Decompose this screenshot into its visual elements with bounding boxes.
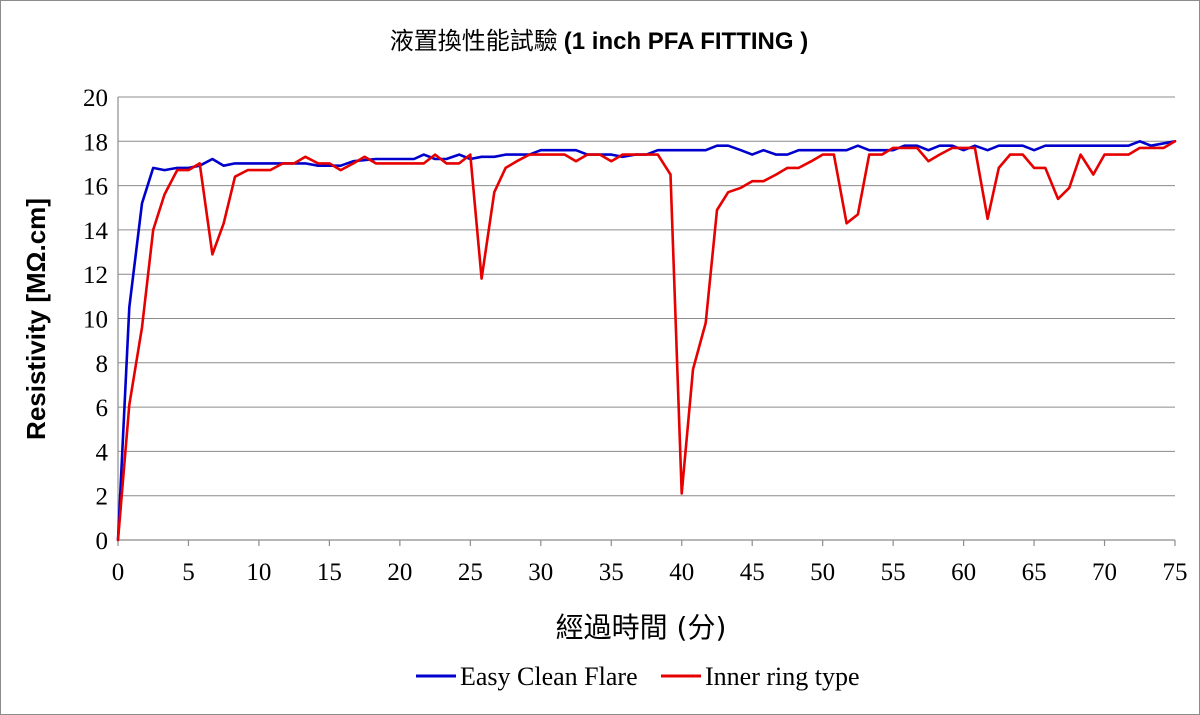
- y-axis-label: Resistivity [MΩ.cm]: [21, 198, 51, 440]
- x-tick-label: 70: [1092, 559, 1117, 586]
- x-tick-label: 10: [246, 559, 271, 586]
- y-tick-labels: 0 2 4 6 8 10 12 14 16 18 20: [83, 85, 109, 555]
- x-tick-label: 40: [669, 559, 694, 586]
- y-tick-label: 10: [83, 307, 108, 334]
- x-tick-label: 5: [182, 559, 195, 586]
- chart-title-bold: (1 inch PFA FITTING ): [564, 28, 808, 55]
- chart-title: 液置換性能試驗 (1 inch PFA FITTING ): [390, 27, 808, 55]
- gridlines: [118, 96, 1175, 497]
- x-tick-label: 35: [599, 559, 624, 586]
- series-line-2: [116, 140, 1177, 542]
- legend-label-1: Easy Clean Flare: [460, 662, 638, 691]
- x-tick-labels: 0 5 10 15 20 25 30 35 40 45 50 55 60 65 70 75: [112, 559, 1188, 586]
- x-tick-label: 60: [951, 559, 976, 586]
- x-tick-label: 15: [317, 559, 342, 586]
- axes: [117, 97, 1176, 546]
- legend: Easy Clean Flare Inner ring type: [416, 662, 860, 691]
- y-tick-label: 0: [96, 528, 109, 555]
- legend-label-2: Inner ring type: [705, 662, 860, 691]
- x-tick-label: 25: [458, 559, 483, 586]
- x-tick-label: 20: [387, 559, 412, 586]
- x-tick-label: 45: [740, 559, 765, 586]
- x-tick-label: 55: [881, 559, 906, 586]
- y-tick-label: 20: [83, 85, 108, 112]
- chart-title-main: 液置換性能試驗: [390, 27, 558, 55]
- y-tick-label: 2: [96, 484, 109, 511]
- x-tick-label: 30: [528, 559, 553, 586]
- y-tick-label: 18: [83, 129, 108, 156]
- x-tick-label: 50: [810, 559, 835, 586]
- x-tick-label: 75: [1163, 559, 1188, 586]
- x-axis-label: 經過時間 (分): [556, 611, 727, 644]
- x-tick-label: 0: [112, 559, 125, 586]
- x-tick-label: 65: [1022, 559, 1047, 586]
- y-tick-label: 14: [83, 218, 109, 245]
- y-tick-label: 8: [96, 351, 109, 378]
- series-line-1: [116, 140, 1177, 542]
- y-tick-label: 6: [96, 395, 109, 422]
- y-tick-label: 16: [83, 174, 108, 201]
- series-lines: [116, 140, 1177, 542]
- y-tick-label: 12: [83, 262, 108, 289]
- y-tick-label: 4: [96, 439, 109, 466]
